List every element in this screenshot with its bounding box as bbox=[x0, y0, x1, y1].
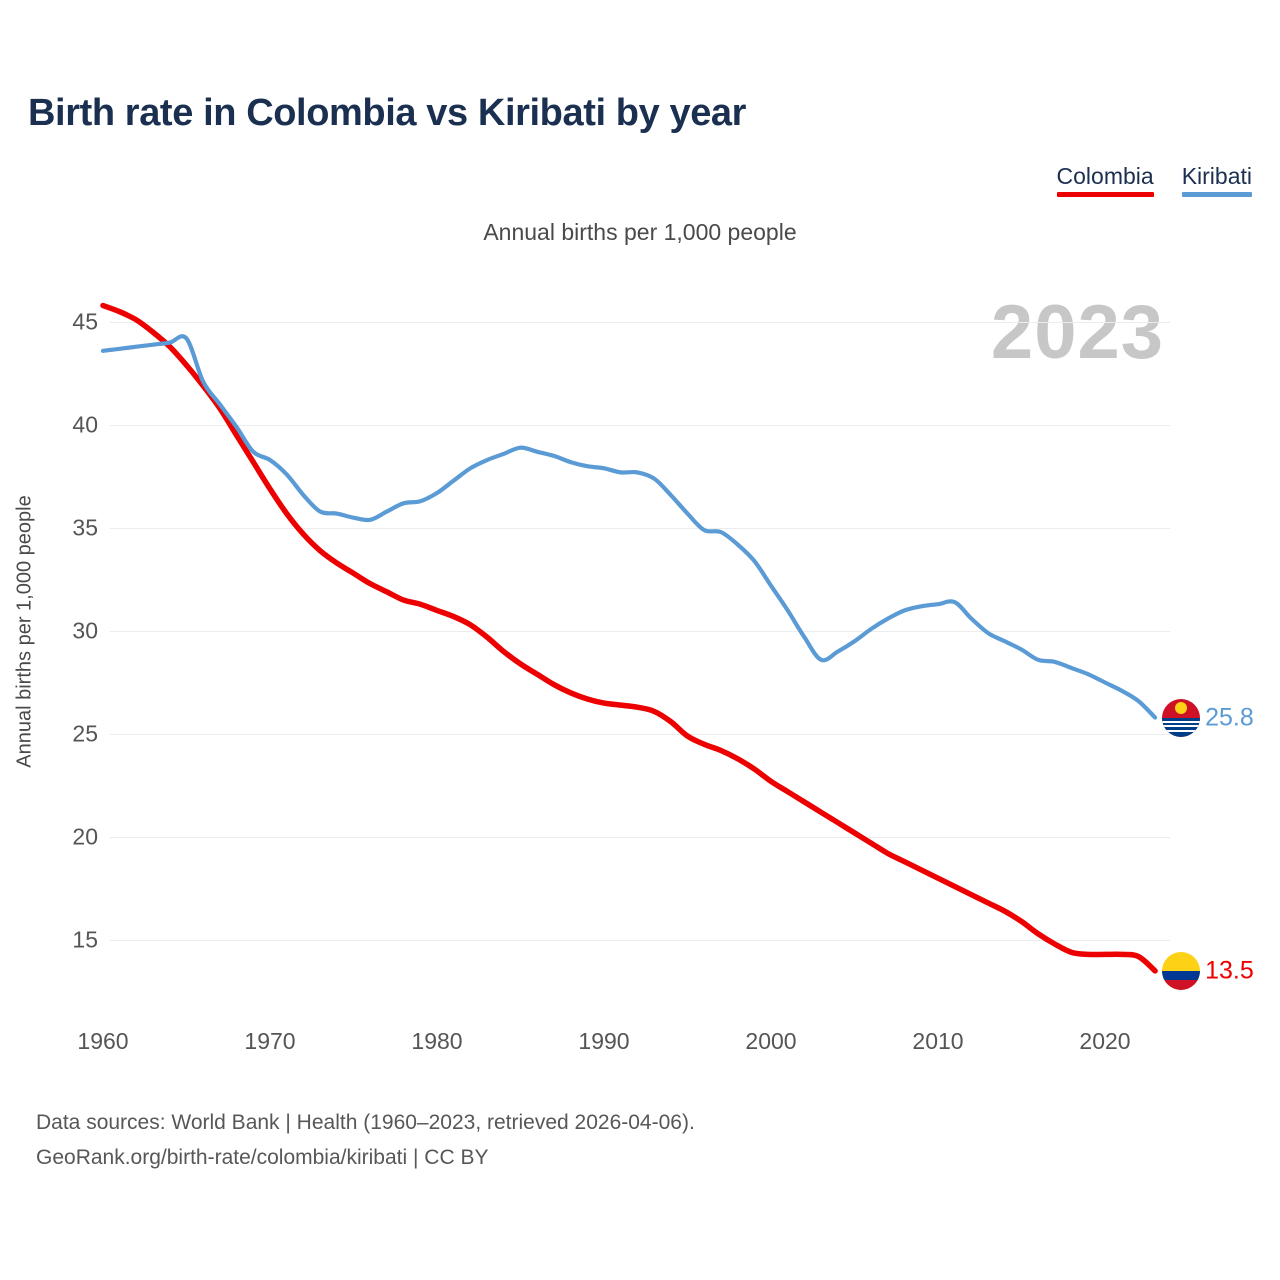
x-axis-tick-label: 1990 bbox=[578, 1028, 630, 1054]
x-axis-tick-label: 1970 bbox=[244, 1028, 296, 1054]
chart-subtitle: Annual births per 1,000 people bbox=[483, 219, 797, 245]
page-title: Birth rate in Colombia vs Kiribati by ye… bbox=[28, 92, 747, 134]
y-axis-tick-label: 20 bbox=[72, 823, 98, 850]
gridline bbox=[110, 528, 1170, 529]
y-axis-tick-label: 30 bbox=[72, 617, 98, 644]
legend-item-colombia[interactable]: Colombia bbox=[1056, 163, 1154, 197]
legend-swatch-colombia bbox=[1056, 192, 1154, 197]
gridline bbox=[110, 322, 1170, 323]
y-axis-title: Annual births per 1,000 people bbox=[13, 495, 36, 768]
x-axis-tick-label: 2010 bbox=[912, 1028, 964, 1054]
y-axis-tick-label: 25 bbox=[72, 720, 98, 747]
legend-label-kiribati: Kiribati bbox=[1181, 163, 1252, 189]
endpoint-value-kiribati: 25.8 bbox=[1205, 703, 1254, 732]
legend-swatch-kiribati bbox=[1181, 192, 1252, 197]
footer-attribution: GeoRank.org/birth-rate/colombia/kiribati… bbox=[36, 1146, 489, 1169]
gridline bbox=[110, 734, 1170, 735]
plot-area: 45 40 35 30 25 20 15 1960 1970 1980 1990 2000 2010 2… bbox=[72, 300, 1254, 1054]
y-axis-tick-label: 45 bbox=[72, 308, 98, 335]
x-axis-tick-label: 2020 bbox=[1079, 1028, 1131, 1054]
gridline bbox=[110, 837, 1170, 838]
footer: Data sources: World Bank | Health (1960–… bbox=[36, 1105, 695, 1175]
kiribati-flag-icon bbox=[1162, 698, 1201, 737]
gridline bbox=[110, 940, 1170, 941]
x-axis-tick-label: 1980 bbox=[411, 1028, 463, 1054]
y-axis-tick-label: 40 bbox=[72, 411, 98, 438]
x-axis-tick-label: 2000 bbox=[745, 1028, 797, 1054]
colombia-flag-icon bbox=[1162, 951, 1201, 990]
line-series-kiribati bbox=[100, 334, 1158, 720]
gridline bbox=[110, 425, 1170, 426]
legend-item-kiribati[interactable]: Kiribati bbox=[1181, 163, 1252, 197]
chart-legend: Colombia Kiribati bbox=[1056, 163, 1252, 197]
x-axis-tick-label: 1960 bbox=[77, 1028, 129, 1054]
y-axis-tick-label: 15 bbox=[72, 926, 98, 953]
footer-data-sources: Data sources: World Bank | Health (1960–… bbox=[36, 1111, 695, 1134]
gridline bbox=[110, 631, 1170, 632]
watermark-year: 2023 bbox=[990, 290, 1164, 375]
legend-label-colombia: Colombia bbox=[1056, 163, 1154, 189]
series-lines bbox=[100, 302, 1158, 974]
line-series-colombia bbox=[100, 302, 1158, 974]
endpoint-value-colombia: 13.5 bbox=[1205, 956, 1254, 985]
y-axis-tick-label: 35 bbox=[72, 514, 98, 541]
